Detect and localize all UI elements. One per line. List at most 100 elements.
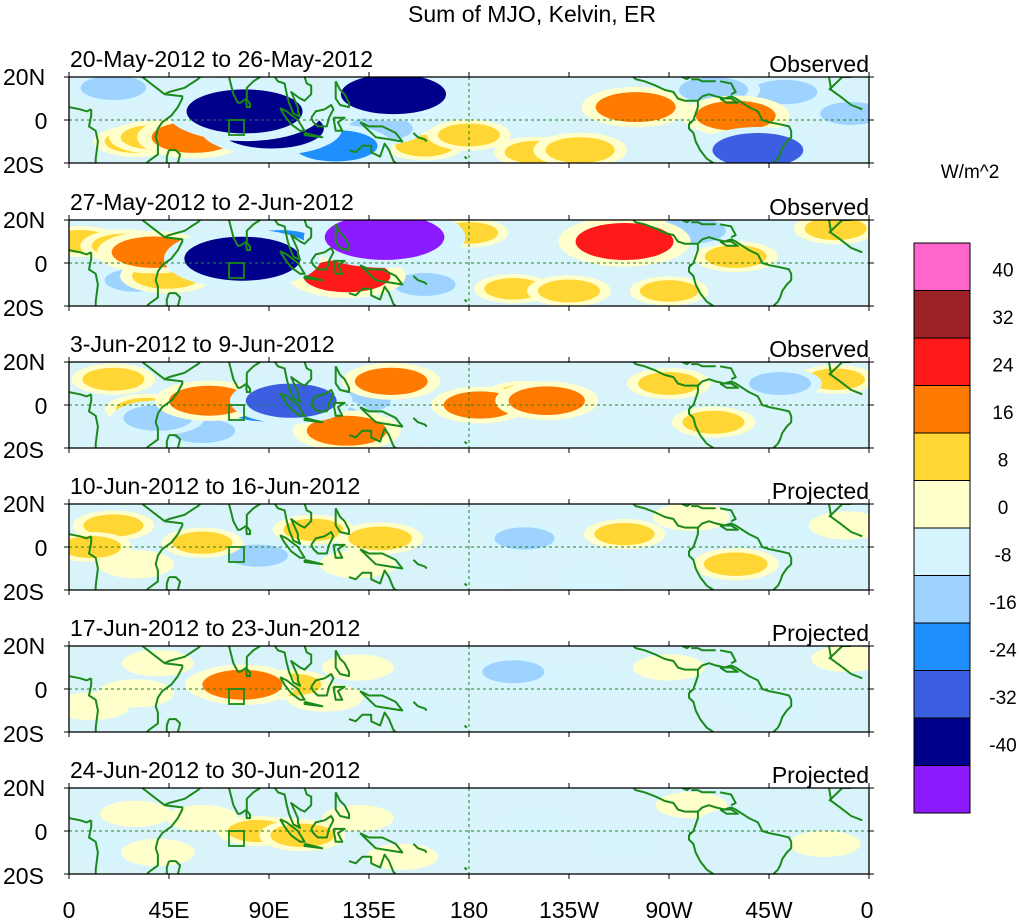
coastline bbox=[164, 788, 201, 807]
y-tick-label: 0 bbox=[35, 393, 48, 419]
anomaly-blob bbox=[695, 100, 776, 131]
x-tick-45e: 45E bbox=[149, 897, 190, 921]
colorbar-swatch bbox=[913, 337, 971, 386]
coastline bbox=[334, 791, 350, 820]
coastline bbox=[463, 724, 468, 729]
coastline bbox=[88, 394, 99, 448]
coastline bbox=[691, 505, 716, 510]
anomaly-blob bbox=[545, 137, 615, 163]
coastline bbox=[679, 646, 692, 650]
coastline bbox=[69, 362, 863, 398]
coastline bbox=[719, 649, 737, 665]
coastline bbox=[632, 504, 714, 590]
anomaly-blob bbox=[682, 410, 745, 434]
coastline bbox=[141, 788, 184, 874]
panel-date-range: 17-Jun-2012 to 23-Jun-2012 bbox=[70, 615, 360, 641]
coastline bbox=[691, 647, 716, 652]
coastline bbox=[332, 401, 346, 417]
panel-date-range: 3-Jun-2012 to 9-Jun-2012 bbox=[70, 331, 335, 357]
coastline bbox=[332, 685, 346, 701]
reference-box bbox=[228, 830, 245, 847]
coastline bbox=[463, 440, 468, 445]
coastline bbox=[828, 362, 852, 376]
reference-box bbox=[228, 688, 245, 705]
y-tick-label: 20S bbox=[3, 863, 44, 889]
anomaly-blob bbox=[575, 223, 674, 260]
coastline bbox=[412, 275, 428, 286]
coastline bbox=[88, 678, 99, 732]
coastline bbox=[279, 107, 306, 132]
coastline bbox=[632, 220, 714, 306]
x-tick-90e: 90E bbox=[249, 897, 290, 921]
coastline bbox=[164, 362, 201, 381]
anomaly-blob bbox=[642, 657, 696, 678]
reference-box bbox=[228, 119, 245, 136]
coastline bbox=[679, 504, 692, 508]
coastline bbox=[632, 788, 714, 874]
y-tick-label: 0 bbox=[35, 251, 48, 277]
anomaly-blob bbox=[820, 649, 869, 669]
panel-status: Observed bbox=[769, 336, 869, 362]
colorbar-tick-label: -40 bbox=[989, 736, 1016, 757]
anomaly-blob bbox=[662, 506, 720, 528]
coastline bbox=[334, 80, 350, 109]
y-tick-label: 20N bbox=[3, 64, 45, 90]
x-tick-135e: 135E bbox=[342, 897, 396, 921]
anomaly-blob bbox=[818, 515, 869, 536]
anomaly-blob bbox=[340, 77, 447, 115]
coastline bbox=[697, 520, 793, 590]
colorbar-tick-label: 0 bbox=[998, 498, 1009, 519]
colorbar-swatch bbox=[913, 717, 971, 766]
coastline bbox=[69, 504, 863, 540]
coastline bbox=[697, 236, 793, 306]
x-tick-135w: 135W bbox=[539, 897, 599, 921]
coastline bbox=[245, 667, 252, 678]
coastline bbox=[164, 220, 201, 239]
coastline bbox=[334, 365, 350, 394]
panel-1: 20N 0 20S 20-May-2012 to 26-May-2012 Observe… bbox=[3, 46, 874, 178]
coastline bbox=[719, 80, 737, 96]
panel-status: Projected bbox=[772, 478, 869, 504]
y-tick-label: 20S bbox=[3, 579, 44, 605]
y-tick-label: 0 bbox=[35, 108, 48, 134]
y-tick-label: 20N bbox=[3, 207, 45, 233]
coastline bbox=[245, 809, 252, 820]
coastline bbox=[697, 804, 793, 874]
coastline bbox=[334, 223, 350, 252]
anomaly-blob bbox=[482, 660, 545, 684]
coastline bbox=[141, 646, 184, 732]
anomaly-blob bbox=[303, 259, 391, 293]
coastline bbox=[828, 788, 852, 802]
anomaly-blob bbox=[594, 522, 655, 546]
panel-date-range: 10-Jun-2012 to 16-Jun-2012 bbox=[70, 473, 360, 499]
anomaly-blob bbox=[417, 424, 476, 446]
coastline bbox=[828, 220, 852, 234]
reference-box bbox=[228, 262, 245, 279]
coastlines bbox=[69, 77, 863, 163]
panel-date-range: 20-May-2012 to 26-May-2012 bbox=[70, 46, 373, 72]
anomaly-blob bbox=[708, 812, 764, 833]
anomaly-blob bbox=[202, 669, 283, 700]
coastline bbox=[165, 718, 182, 732]
coastline bbox=[359, 690, 404, 712]
anomaly-blob bbox=[306, 415, 387, 446]
coastline bbox=[412, 701, 428, 712]
coastline bbox=[310, 104, 335, 128]
coastline bbox=[334, 507, 350, 536]
coastline bbox=[217, 788, 261, 815]
colorbar-tick-label: 16 bbox=[992, 403, 1013, 424]
coastline bbox=[245, 383, 252, 394]
coastline bbox=[359, 832, 404, 854]
coastline bbox=[828, 77, 852, 91]
coastline bbox=[217, 77, 261, 104]
coastline bbox=[164, 646, 201, 665]
anomaly-blob bbox=[331, 808, 385, 828]
coastline bbox=[310, 388, 335, 413]
coastline bbox=[697, 662, 793, 732]
coastline bbox=[303, 274, 324, 282]
coastline bbox=[245, 98, 252, 109]
reference-box bbox=[228, 546, 245, 563]
y-tick-label: 20N bbox=[3, 349, 45, 375]
coastline bbox=[334, 649, 350, 678]
